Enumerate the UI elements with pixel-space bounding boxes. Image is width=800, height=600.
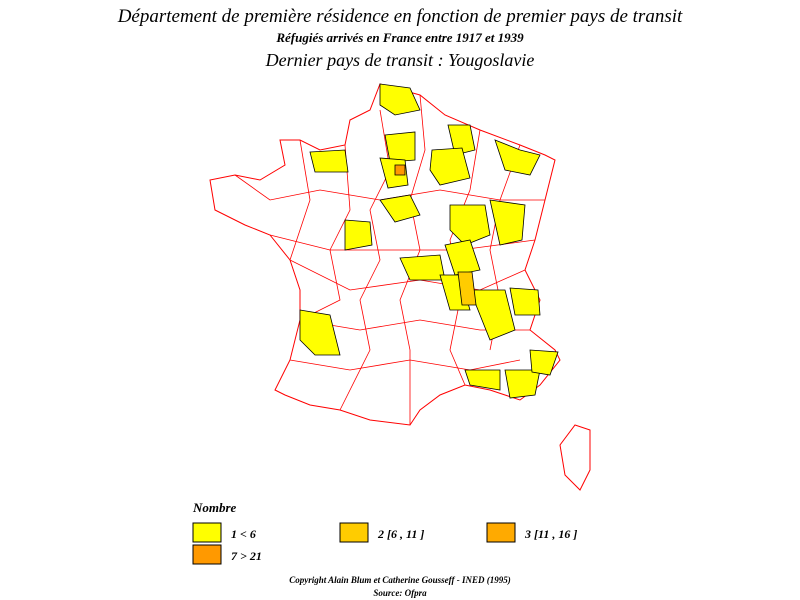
legend-label: 1 < 6 — [231, 527, 256, 541]
department — [299, 309, 341, 356]
subtitle: Réfugiés arrivés en France entre 1917 et… — [275, 30, 524, 45]
map-title: Dernier pays de transit : Yougoslavie — [265, 50, 535, 70]
legend-title: Nombre — [192, 500, 237, 515]
department — [447, 124, 476, 156]
legend-swatch — [192, 522, 222, 543]
department — [494, 139, 541, 176]
department — [457, 271, 477, 306]
department — [344, 219, 373, 251]
department — [394, 164, 406, 176]
title: Département de première résidence en fon… — [117, 6, 683, 27]
department — [469, 289, 516, 341]
department — [379, 83, 421, 116]
corsica — [559, 424, 591, 491]
department — [379, 194, 421, 223]
department — [509, 287, 541, 316]
legend-swatch — [339, 522, 369, 543]
legend-swatch — [486, 522, 516, 543]
department — [429, 147, 471, 186]
legend: 1 < 6 2 [6 , 11 ] 3 [11 , 16 ] 7 > 21 — [192, 522, 577, 565]
source: Source: Ofpra — [373, 588, 427, 598]
department — [449, 204, 491, 246]
legend-swatch — [192, 544, 222, 565]
department — [489, 199, 526, 246]
department — [529, 349, 559, 376]
department — [464, 369, 501, 391]
legend-label: 2 [6 , 11 ] — [377, 527, 424, 541]
department — [504, 369, 541, 399]
map — [209, 83, 591, 491]
copyright: Copyright Alain Blum et Catherine Gousse… — [289, 575, 511, 585]
department — [384, 131, 416, 163]
france-outline — [209, 83, 561, 426]
legend-label: 3 [11 , 16 ] — [524, 527, 577, 541]
department — [309, 149, 349, 173]
legend-label: 7 > 21 — [231, 549, 262, 563]
department — [444, 239, 481, 276]
